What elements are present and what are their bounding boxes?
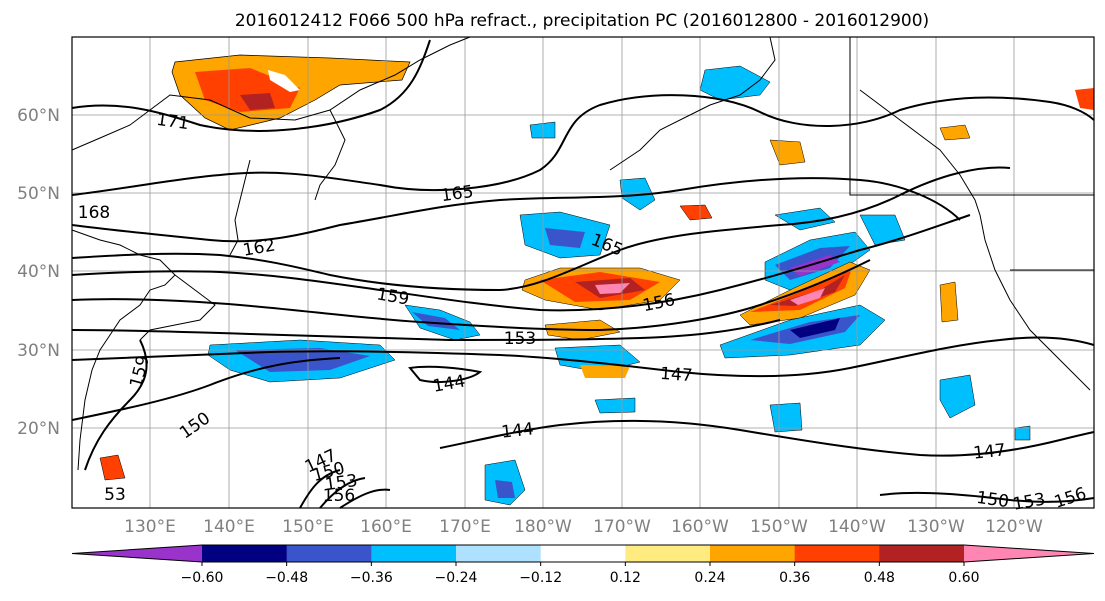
precip-area xyxy=(594,397,636,414)
lon-label: 180°W xyxy=(514,517,572,537)
precip-area xyxy=(1075,88,1094,110)
precip-area xyxy=(529,121,556,139)
lon-label: 140°W xyxy=(828,517,886,537)
lon-label: 170°E xyxy=(439,517,491,537)
colorbar-box xyxy=(286,545,372,562)
lon-label: 130°W xyxy=(907,517,965,537)
lat-label: 60°N xyxy=(17,106,60,126)
contour-label: 153 xyxy=(1011,489,1046,514)
precip-area xyxy=(580,365,630,378)
refractivity-contours xyxy=(71,39,1095,509)
colorbar-tick-label: 0.24 xyxy=(694,570,725,586)
contour-label: 53 xyxy=(104,485,126,505)
lat-label: 50°N xyxy=(17,184,60,204)
colorbar-box xyxy=(456,545,542,562)
precip-area xyxy=(939,281,959,323)
precip-area xyxy=(939,124,971,141)
colorbar-tick-label: −0.60 xyxy=(181,570,224,586)
lon-label: 130°E xyxy=(124,517,176,537)
precip-area xyxy=(679,204,713,221)
colorbar-tick-label: 0.36 xyxy=(779,570,810,586)
contour-label: 144 xyxy=(500,419,534,442)
contour-label: 153 xyxy=(324,471,359,495)
figure-title: 2016012412 F066 500 hPa refract., precip… xyxy=(235,11,929,31)
precip-area xyxy=(240,93,275,110)
lon-label: 150°W xyxy=(750,517,808,537)
colorbar-box xyxy=(794,545,880,562)
contour-label: 165 xyxy=(440,182,475,206)
lon-label: 160°E xyxy=(360,517,412,537)
colorbar-box xyxy=(371,545,457,562)
contour-label: 171 xyxy=(155,110,190,134)
lon-label: 170°W xyxy=(593,517,651,537)
precip-area xyxy=(939,374,976,419)
colorbar-box xyxy=(625,545,711,562)
map-panel: 171 168 165 165 162 159 159 156 153 150 … xyxy=(71,36,1095,515)
lat-label: 40°N xyxy=(17,262,60,282)
precip-area xyxy=(859,214,906,246)
precip-area xyxy=(595,283,630,294)
map-frame xyxy=(71,36,1095,509)
colorbar-box xyxy=(202,545,288,562)
lon-label: 150°E xyxy=(282,517,334,537)
colorbar-tick-label: −0.36 xyxy=(350,570,393,586)
contour-label: 153 xyxy=(504,329,536,349)
contour-label: 156 xyxy=(323,486,355,506)
colorbar-tick-label: 0.12 xyxy=(610,570,641,586)
colorbar-tick-label: −0.24 xyxy=(435,570,478,586)
precip-area xyxy=(99,454,126,481)
precip-area xyxy=(545,228,585,248)
latitude-labels: 60°N 50°N 40°N 30°N 20°N xyxy=(17,106,60,439)
colorbar-tick-label: −0.48 xyxy=(265,570,308,586)
precip-area xyxy=(268,70,300,92)
precip-area xyxy=(412,312,460,330)
colorbar-tick-label: 0.60 xyxy=(948,570,979,586)
precip-area xyxy=(790,288,825,305)
contour-label: 147 xyxy=(659,364,693,386)
contour-label: 168 xyxy=(78,203,110,223)
lon-label: 140°E xyxy=(203,517,255,537)
lat-label: 30°N xyxy=(17,341,60,361)
precip-area xyxy=(1014,425,1031,441)
precip-area xyxy=(790,318,840,338)
precipitation-shading xyxy=(99,54,1094,506)
colorbar-extension-low xyxy=(72,545,202,562)
lon-label: 160°W xyxy=(671,517,729,537)
colorbar-box xyxy=(540,545,626,562)
colorbar-extension-high xyxy=(964,545,1094,562)
coastlines xyxy=(71,36,1094,471)
lon-label: 120°W xyxy=(985,517,1043,537)
colorbar-box xyxy=(710,545,796,562)
lat-label: 20°N xyxy=(17,419,60,439)
colorbar-tick-label: −0.12 xyxy=(519,570,562,586)
colorbar-tick-label: 0.48 xyxy=(864,570,895,586)
contour-label: 147 xyxy=(972,440,1006,463)
colorbar: −0.60 −0.48 −0.36 −0.24 −0.12 0.12 0.24 0.36 0.4… xyxy=(71,544,1095,586)
colorbar-box xyxy=(879,545,965,562)
precip-area xyxy=(495,480,515,498)
longitude-labels: 130°E 140°E 150°E 160°E 170°E 180°W 170°… xyxy=(124,517,1043,537)
precip-area xyxy=(769,402,803,433)
